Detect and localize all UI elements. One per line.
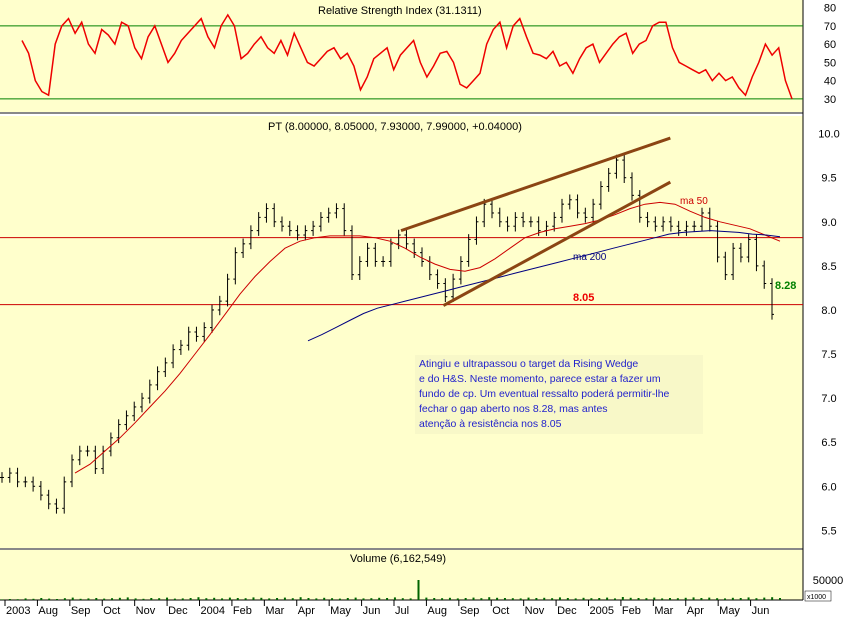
- x-tick-label: Mar: [265, 605, 284, 617]
- x-tick-label: Aug: [427, 605, 447, 617]
- last-price-label: 8.28: [775, 280, 796, 292]
- note-line: e do H&S. Neste momento, parece estar a …: [419, 373, 661, 385]
- price-tick-label: 7.5: [821, 349, 836, 361]
- ma200-label: ma 200: [573, 252, 607, 263]
- x-tick-label: Apr: [298, 605, 315, 617]
- x-tick-label: Dec: [168, 605, 188, 617]
- x-tick-label: May: [330, 605, 351, 617]
- rsi-line: [21, 13, 793, 100]
- x-tick-label: Nov: [136, 605, 156, 617]
- ma50-label: ma 50: [680, 196, 708, 207]
- price-title: PT (8.00000, 8.05000, 7.93000, 7.99000, …: [268, 121, 522, 133]
- x-tick-label: Jun: [752, 605, 770, 617]
- rsi-pane: [0, 0, 803, 112]
- x-tick-label: 2004: [201, 605, 225, 617]
- price-tick-label: 7.0: [821, 393, 836, 405]
- volume-multiplier: x1000: [807, 594, 826, 601]
- note-line: Atingiu e ultrapassou o target da Rising…: [419, 358, 639, 370]
- resistance-label: 8.05: [573, 292, 594, 304]
- x-tick-label: Oct: [492, 605, 509, 617]
- x-tick-label: Jul: [395, 605, 409, 617]
- price-pane: [0, 116, 803, 548]
- volume-tick-label: 50000: [813, 575, 844, 587]
- x-tick-label: Sep: [71, 605, 91, 617]
- analysis-note: Atingiu e ultrapassou o target da Rising…: [415, 355, 703, 434]
- x-tick-label: 2005: [590, 605, 614, 617]
- price-tick-label: 6.0: [821, 481, 836, 493]
- moving-average-line: [74, 201, 781, 474]
- price-tick-label: 9.0: [821, 217, 836, 229]
- rsi-tick-label: 40: [824, 76, 836, 88]
- note-line: fechar o gap aberto nos 8.28, mas antes: [419, 403, 608, 415]
- price-tick-label: 6.5: [821, 437, 836, 449]
- x-tick-label: 2003: [6, 605, 30, 617]
- moving-average-line: [307, 230, 781, 342]
- wedge-trendline: [442, 180, 672, 307]
- x-tick-label: Feb: [622, 605, 641, 617]
- volume-title: Volume (6,162,549): [350, 553, 446, 565]
- rsi-tick-label: 80: [824, 3, 836, 15]
- note-line: fundo de cp. Um eventual ressalto poderá…: [419, 388, 670, 400]
- rsi-tick-label: 60: [824, 39, 836, 51]
- rsi-tick-label: 50: [824, 57, 836, 69]
- x-tick-label: Dec: [557, 605, 577, 617]
- wedge-trendline: [400, 136, 671, 233]
- rsi-title: Relative Strength Index (31.1311): [318, 5, 482, 17]
- x-tick-label: Feb: [233, 605, 252, 617]
- price-tick-label: 10.0: [818, 129, 839, 141]
- rsi-tick-label: 70: [824, 21, 836, 33]
- x-tick-label: Oct: [103, 605, 120, 617]
- x-tick-label: Jun: [363, 605, 381, 617]
- x-tick-label: May: [719, 605, 740, 617]
- x-tick-label: Sep: [460, 605, 480, 617]
- x-tick-label: Nov: [525, 605, 545, 617]
- price-tick-label: 9.5: [821, 173, 836, 185]
- x-tick-label: Mar: [654, 605, 673, 617]
- x-tick-label: Apr: [687, 605, 704, 617]
- volume-pane: [0, 550, 803, 600]
- price-tick-label: 5.5: [821, 525, 836, 537]
- price-tick-label: 8.0: [821, 305, 836, 317]
- price-tick-label: 8.5: [821, 261, 836, 273]
- rsi-tick-label: 30: [824, 94, 836, 106]
- note-line: atenção à resistência nos 8.05: [419, 418, 562, 430]
- x-tick-label: Aug: [38, 605, 58, 617]
